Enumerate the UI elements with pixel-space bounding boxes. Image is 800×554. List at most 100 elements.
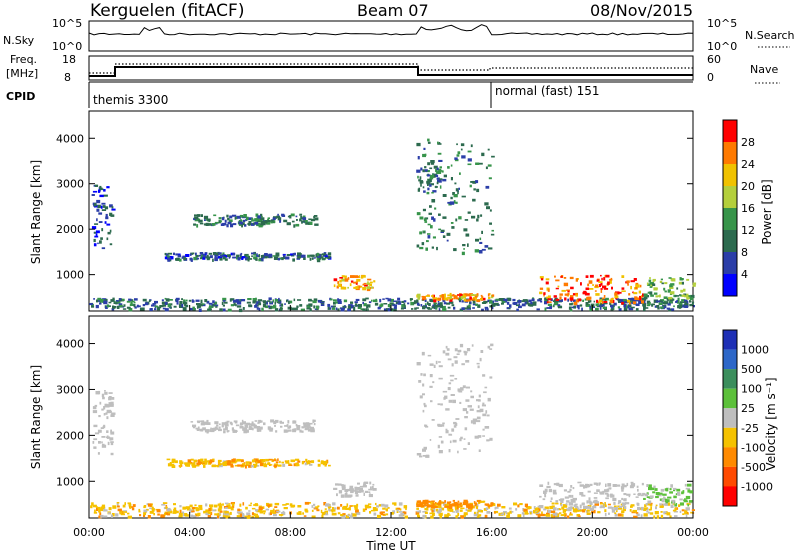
heatmap-cell: [385, 508, 388, 512]
heatmap-cell: [143, 509, 148, 513]
heatmap-cell: [465, 399, 470, 402]
heatmap-cell: [484, 386, 488, 389]
heatmap-cell: [358, 275, 361, 278]
heatmap-cell: [199, 429, 203, 432]
heatmap-cell: [376, 505, 379, 508]
heatmap-cell: [600, 502, 604, 505]
heatmap-cell: [164, 302, 168, 305]
heatmap-cell: [431, 192, 434, 194]
heatmap-cell: [572, 487, 575, 490]
heatmap-cell: [224, 423, 229, 426]
heatmap-cell: [621, 502, 627, 506]
heatmap-cell: [274, 308, 279, 312]
heatmap-cell: [432, 190, 437, 193]
heatmap-cell: [418, 510, 422, 513]
heatmap-cell: [567, 292, 570, 296]
heatmap-cell: [235, 424, 240, 427]
heatmap-cell: [336, 493, 338, 497]
heatmap-cell: [654, 511, 659, 515]
heatmap-cell: [212, 509, 216, 512]
heatmap-cell: [127, 502, 131, 505]
heatmap-cell: [439, 515, 442, 519]
heatmap-cell: [103, 424, 106, 427]
heatmap-cell: [228, 255, 231, 259]
heatmap-cell: [276, 463, 278, 466]
heatmap-cell: [242, 464, 246, 467]
heatmap-cell: [356, 489, 362, 491]
heatmap-cell: [268, 220, 270, 222]
heatmap-cell: [309, 308, 312, 312]
heatmap-cell: [101, 408, 104, 411]
heatmap-cell: [405, 506, 407, 511]
heatmap-cell: [566, 289, 570, 291]
heatmap-cell: [92, 406, 97, 410]
heatmap-cell: [110, 514, 113, 518]
heatmap-cell: [459, 502, 462, 505]
heatmap-cell: [473, 513, 479, 517]
freq-tick-lo: 8: [64, 71, 71, 84]
heatmap-cell: [428, 179, 432, 183]
heatmap-cell: [441, 294, 444, 298]
heatmap-cell: [96, 218, 98, 222]
heatmap-cell: [424, 221, 428, 223]
heatmap-cell: [254, 420, 258, 422]
heatmap-cell: [200, 299, 203, 304]
heatmap-cell: [341, 484, 344, 487]
heatmap-cell: [190, 514, 194, 518]
heatmap-cell: [449, 374, 455, 377]
heatmap-cell: [340, 307, 344, 310]
heatmap-cell: [204, 458, 207, 462]
heatmap-cell: [489, 305, 493, 308]
heatmap-cell: [447, 358, 452, 361]
heatmap-cell: [593, 300, 596, 303]
heatmap-cell: [273, 220, 276, 223]
heatmap-cell: [679, 502, 684, 506]
heatmap-cell: [337, 281, 339, 285]
heatmap-cell: [677, 492, 681, 496]
heatmap-cell: [253, 253, 257, 256]
heatmap-cell: [295, 215, 298, 218]
heatmap-cell: [318, 257, 321, 260]
heatmap-cell: [300, 308, 305, 311]
heatmap-cell: [437, 504, 442, 508]
heatmap-cell: [224, 219, 227, 223]
heatmap-cell: [417, 188, 420, 192]
heatmap-cell: [480, 350, 484, 353]
heatmap-cell: [438, 365, 443, 368]
colorbar-swatch: [723, 230, 737, 252]
heatmap-cell: [622, 301, 627, 304]
heatmap-cell: [111, 208, 116, 211]
heatmap-cell: [169, 462, 172, 464]
heatmap-cell: [101, 209, 107, 211]
heatmap-cell: [106, 416, 109, 420]
heatmap-cell: [487, 247, 493, 250]
velocity-panel-frame: [88, 315, 694, 519]
heatmap-cell: [447, 387, 451, 391]
heatmap-cell: [437, 444, 440, 449]
heatmap-cell: [518, 303, 521, 306]
heatmap-cell: [178, 304, 183, 307]
heatmap-cell: [285, 460, 289, 464]
heatmap-cell: [219, 502, 222, 506]
heatmap-cell: [428, 303, 431, 306]
heatmap-cell: [422, 409, 425, 413]
heatmap-cell: [643, 513, 648, 517]
heatmap-cell: [106, 435, 109, 439]
heatmap-cell: [575, 505, 579, 509]
heatmap-cell: [476, 399, 480, 402]
heatmap-cell: [430, 400, 433, 403]
heatmap-cell: [424, 303, 427, 306]
heatmap-cell: [274, 506, 278, 508]
heatmap-cell: [167, 463, 172, 467]
heatmap-cell: [454, 378, 458, 380]
heatmap-cell: [589, 483, 593, 486]
heatmap-cell: [652, 491, 656, 494]
y-tick-label: 4000: [56, 338, 84, 351]
heatmap-cell: [267, 426, 271, 430]
heatmap-cell: [500, 513, 504, 516]
heatmap-cell: [669, 300, 673, 303]
heatmap-cell: [199, 252, 204, 255]
heatmap-cell: [467, 299, 471, 301]
heatmap-cell: [274, 301, 276, 305]
heatmap-cell: [544, 494, 547, 498]
